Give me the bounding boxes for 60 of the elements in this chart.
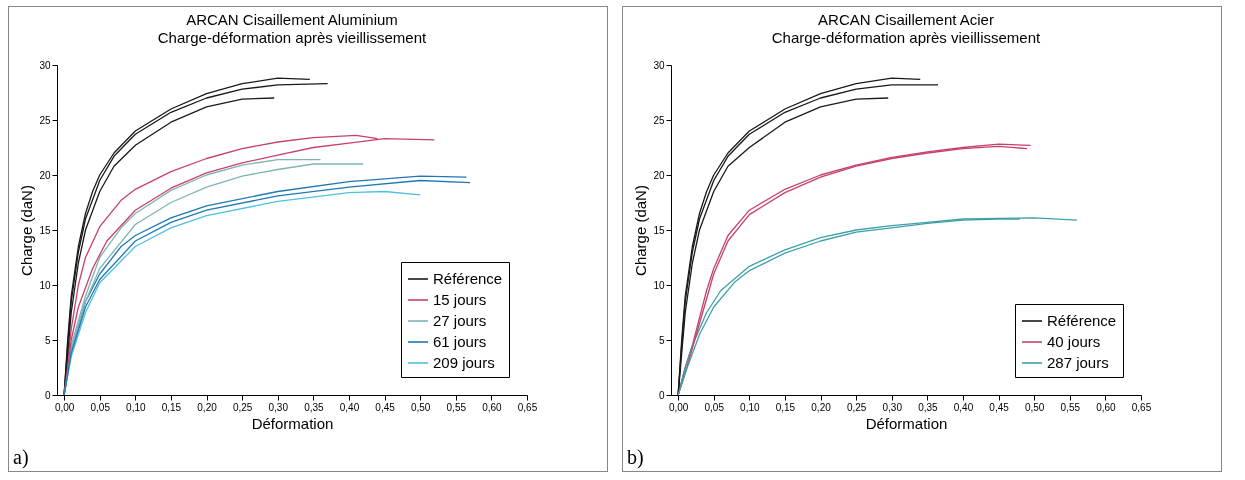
legend-label: 61 jours [433,333,487,350]
x-tick-label: 0,55 [1060,401,1081,413]
legend-label: 27 jours [433,312,487,329]
y-axis-title: Charge (daN) [18,185,36,276]
x-tick-label: 0,35 [304,401,325,413]
y-tick-label: 25 [39,114,51,126]
legend-label: 15 jours [433,291,487,308]
y-tick-label: 30 [653,59,665,71]
y-tick-label: 10 [39,279,51,291]
x-tick-label: 0,65 [517,401,538,413]
x-tick-label: 0,20 [811,401,832,413]
y-tick-label: 5 [44,334,51,346]
chart-subtitle: Charge-déformation après vieillissement [157,29,428,46]
x-tick-label: 0,50 [1024,401,1045,413]
y-tick-label: 15 [39,224,51,236]
x-tick-label: 0,20 [197,401,218,413]
y-tick-label: 10 [653,279,665,291]
x-tick-label: 0,35 [918,401,939,413]
legend-label: 209 jours [433,354,495,371]
legend-label: Référence [1047,312,1117,329]
x-tick-label: 0,40 [339,401,360,413]
x-tick-label: 0,60 [482,401,503,413]
x-tick-label: 0,40 [953,401,974,413]
y-axis-title: Charge (daN) [632,185,650,276]
y-tick-label: 5 [658,334,665,346]
text: a) [13,446,29,469]
chart-title: ARCAN Cisaillement Acier [818,11,994,28]
x-tick-label: 0,30 [882,401,903,413]
x-tick-label: 0,00 [668,401,689,413]
y-tick-label: 0 [44,389,51,401]
y-tick-label: 0 [658,389,665,401]
x-tick-label: 0,30 [268,401,289,413]
x-tick-label: 0,00 [54,401,75,413]
y-tick-label: 30 [39,59,51,71]
legend-label: 40 jours [1047,333,1101,350]
x-tick-label: 0,45 [375,401,396,413]
x-axis-title: Déformation [865,414,948,432]
x-tick-label: 0,15 [775,401,796,413]
x-tick-label: 0,25 [846,401,867,413]
legend-label: 287 jours [1047,354,1109,371]
x-tick-label: 0,15 [161,401,182,413]
x-tick-label: 0,60 [1096,401,1117,413]
x-tick-label: 0,50 [410,401,431,413]
x-tick-label: 0,05 [704,401,725,413]
x-tick-label: 0,45 [989,401,1010,413]
y-tick-label: 20 [653,169,665,181]
x-axis-title: Déformation [251,414,334,432]
y-tick-label: 15 [653,224,665,236]
text: b) [627,446,644,469]
x-tick-label: 0,65 [1131,401,1152,413]
x-tick-label: 0,25 [232,401,253,413]
legend-label: Référence [433,270,503,287]
x-tick-label: 0,10 [126,401,146,413]
x-tick-label: 0,10 [740,401,760,413]
y-tick-label: 25 [653,114,665,126]
x-tick-label: 0,05 [90,401,111,413]
x-tick-label: 0,55 [446,401,467,413]
chart-subtitle: Charge-déformation après vieillissement [771,29,1042,46]
y-tick-label: 20 [39,169,51,181]
chart-title: ARCAN Cisaillement Aluminium [186,11,398,28]
